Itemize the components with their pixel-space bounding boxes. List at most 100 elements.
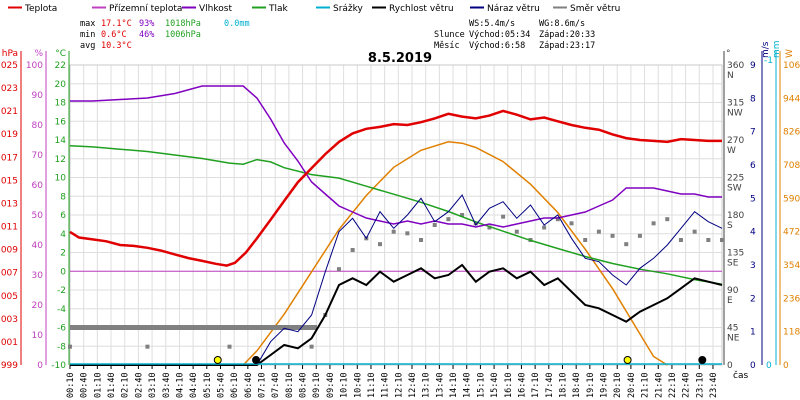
x-tick-label: 02:40 [134,372,144,398]
rain-tick: 0 [766,361,772,371]
wind-direction-point [336,267,341,272]
solar-tick: 472 [783,228,800,238]
x-tick-label: 20:40 [627,372,637,398]
temp-axis-tick: 10 [55,174,67,184]
x-tick-label: 05:40 [216,372,226,398]
solar-tick: 354 [783,261,800,271]
stat-min-hum: 46% [139,30,154,40]
stat-max-rain: 0.0mm [224,19,250,29]
direction-tick-label: SE [727,259,739,269]
x-tick-label: 11:40 [381,372,391,398]
direction-axis-unit: ° [726,49,731,59]
pressure-axis-tick: 1025 [0,61,18,71]
stat-avg-temp: 10.3°C [101,41,132,51]
direction-tick: 225 [727,174,744,184]
x-tick-label: 14:40 [463,372,473,398]
wind-tick: 7 [750,128,756,138]
x-tick-label: 17:10 [531,372,541,398]
x-tick-label: 08:10 [285,372,295,398]
wind-direction-point [514,229,519,234]
solar-radiation-line [242,141,668,366]
wind-direction-point [391,229,396,234]
direction-tick: 135 [727,249,744,259]
x-tick-label: 07:10 [258,372,268,398]
x-tick-label: 16:40 [517,372,527,398]
x-tick-label: 14:10 [449,372,459,398]
wind-direction-point [432,223,437,227]
x-tick-label: 16:10 [504,372,514,398]
x-tick-label: 18:10 [558,372,568,398]
wind-direction-point [68,344,72,349]
x-tick-label: 22:40 [682,372,692,398]
direction-tick-label: S [727,221,733,231]
x-tick-label: 08:40 [299,372,309,398]
sun-rise: Východ:05:34 [469,30,530,40]
x-tick-label: 17:40 [545,372,555,398]
wind-direction-point [473,221,478,226]
x-tick-label: 07:40 [271,372,281,398]
x-tick-label: 04:40 [189,372,199,398]
x-tick-label: 00:40 [80,372,90,398]
x-tick-label: 13:40 [435,372,445,398]
wind-tick: 6 [750,161,756,171]
wind-direction-point [446,217,451,222]
stats-block: max 17.1°C 93% 1018hPa 0.0mm min 0.6°C 46% 1006h… [80,19,595,51]
wind-gust-line [70,194,723,366]
series-layer [68,85,724,366]
temp-axis-tick: 18 [55,99,67,109]
temp-axis-tick: -2 [57,286,66,296]
rain-axis-unit: mm [772,40,782,58]
direction-tick: 180 [727,211,744,221]
humidity-axis-tick: 100 [26,61,43,71]
wind-direction-point [405,231,410,236]
wind-direction-point [596,229,601,234]
axes: 00:10 00:40 01:10 01:40 02:10 02:40 03:10 03:40… [0,40,800,398]
wind-direction-point [706,238,711,242]
x-tick-label: 06:40 [244,372,254,398]
wind-direction-point [624,242,629,247]
time-axis-label: čas [733,370,748,381]
plot-frame [69,64,723,366]
solar-axis-unit: W [785,49,795,58]
wind-direction-point [542,225,547,230]
stat-max-temp: 17.1°C [101,19,132,29]
solar-tick: 0 [783,361,789,371]
direction-tick: 360 [727,61,744,71]
x-tick-label: 09:10 [312,372,322,398]
direction-tick: 90 [727,286,739,296]
wind-direction-point [678,238,683,242]
wind-direction-point [309,344,314,349]
temp-axis-unit: °C [55,49,66,59]
stat-max-label: max [80,19,95,29]
x-tick-label: 10:40 [353,372,363,398]
direction-tick-label: NE [727,334,740,344]
solar-tick: 826 [783,128,800,138]
stat-min-press: 1006hPa [165,30,201,40]
temperature-line [69,109,722,267]
stat-wg: WG:8.6m/s [539,19,585,29]
moon-icon [698,356,707,364]
temp-axis-tick: 6 [60,211,66,221]
wind-direction-point [350,248,355,252]
humidity-axis-tick: 70 [32,151,44,161]
sun-label: Slunce [434,30,465,40]
temp-axis-tick: 12 [55,155,66,165]
temp-axis-tick: -6 [57,324,66,334]
wind-tick: 0 [750,361,756,371]
legend-label: Srážky [333,4,364,14]
wind-direction-point [610,233,615,238]
legend-label: Tlak [268,4,289,14]
direction-tick: 315 [727,99,744,109]
legend-label: Směr větru [570,4,620,14]
wind-direction-point [377,242,382,247]
x-tick-label: 21:10 [641,372,651,398]
x-tick-label: 01:40 [107,372,117,398]
direction-tick-label: NW [727,109,743,119]
